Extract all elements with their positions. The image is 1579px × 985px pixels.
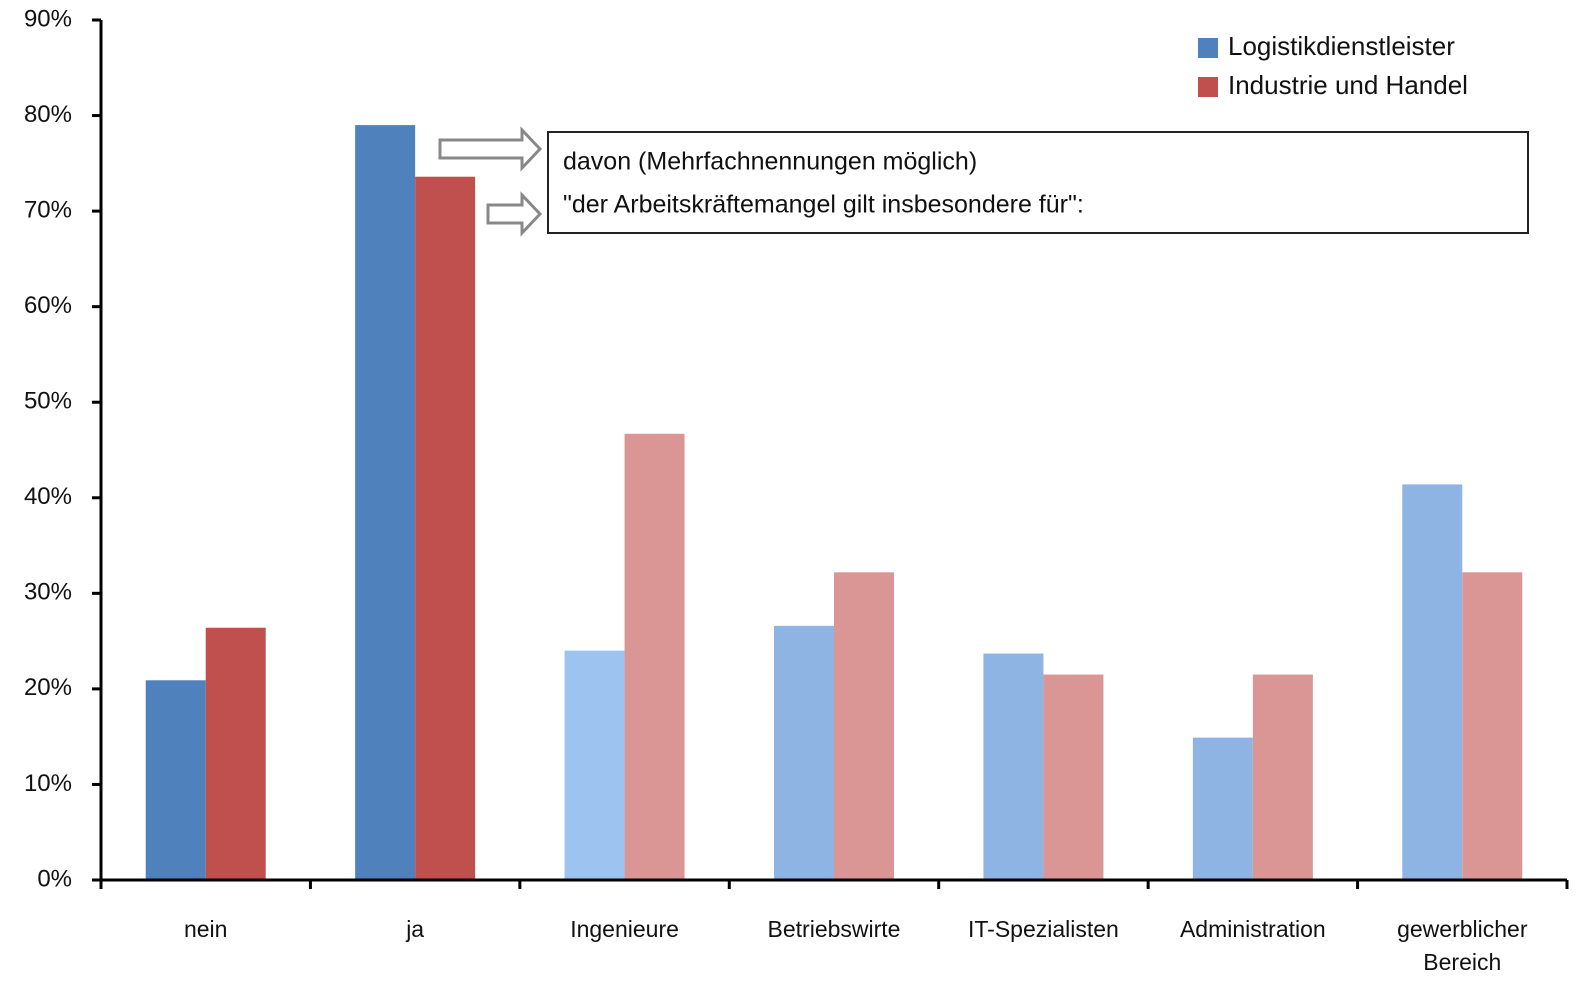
x-tick-label: ja: [406, 916, 425, 942]
y-tick-label: 90%: [24, 5, 72, 32]
bar: [205, 627, 266, 880]
legend-label: Logistikdienstleister: [1228, 31, 1455, 61]
y-tick-label: 20%: [24, 674, 72, 701]
bar: [1252, 674, 1313, 880]
bar: [355, 125, 416, 881]
x-tick-label: Administration: [1179, 916, 1326, 942]
bar: [983, 653, 1044, 880]
bar: [834, 572, 894, 880]
bar: [624, 433, 685, 880]
x-tick-label: nein: [183, 916, 228, 942]
annotation-text: "der Arbeitskräftemangel gilt insbesonde…: [563, 191, 1084, 219]
bar: [1462, 572, 1523, 880]
legend-label: Industrie und Handel: [1228, 70, 1468, 100]
legend-swatch: [1198, 77, 1218, 97]
bar: [145, 680, 206, 880]
x-tick-label: Ingenieure: [570, 916, 679, 942]
legend-swatch: [1198, 38, 1218, 58]
y-tick-label: 50%: [24, 388, 72, 415]
x-tick-label: IT-Spezialisten: [967, 916, 1119, 942]
y-tick-label: 10%: [24, 770, 72, 797]
bar: [564, 650, 625, 880]
annotation-box: [547, 131, 1529, 234]
bar: [1402, 484, 1463, 880]
arrow: [486, 191, 543, 237]
y-tick-label: 0%: [37, 865, 72, 892]
bar: [1043, 674, 1104, 880]
arrow: [438, 126, 543, 172]
y-tick-label: 60%: [24, 292, 72, 319]
y-tick-label: 70%: [24, 196, 72, 223]
bar: [774, 625, 834, 880]
x-tick-label: gewerblicher Bereich: [1397, 916, 1528, 975]
y-tick-label: 30%: [24, 579, 72, 606]
bar: [1192, 737, 1253, 880]
bar: [415, 176, 476, 880]
y-tick-label: 80%: [24, 101, 72, 128]
x-tick-label: Betriebswirte: [767, 916, 901, 942]
annotation-text: davon (Mehrfachnennungen möglich): [563, 148, 977, 176]
y-tick-label: 40%: [24, 483, 72, 510]
